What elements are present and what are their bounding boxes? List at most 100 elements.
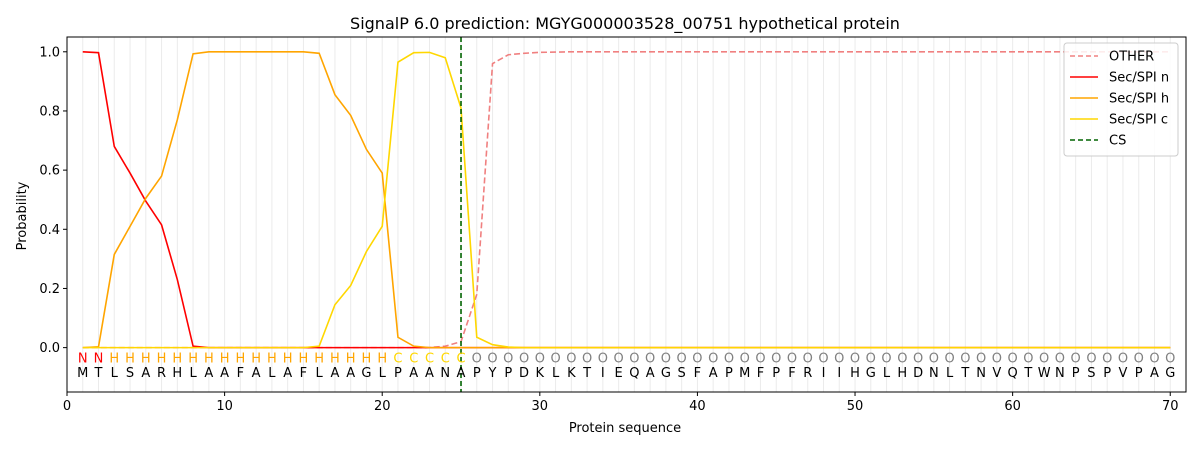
sequence-residue: K xyxy=(536,366,545,381)
y-tick-label: 0.8 xyxy=(39,104,60,119)
sequence-residue: D xyxy=(519,366,529,381)
sequence-residue: F xyxy=(757,366,764,381)
region-label: O xyxy=(944,351,954,366)
region-label: O xyxy=(1071,351,1081,366)
x-tick-label: 0 xyxy=(63,399,71,414)
sequence-residue: W xyxy=(1038,366,1051,381)
region-label: O xyxy=(566,351,576,366)
sequence-residue: A xyxy=(220,366,229,381)
sequence-residue: G xyxy=(866,366,876,381)
region-label: O xyxy=(803,351,813,366)
region-label: H xyxy=(267,351,277,366)
sequence-residue: F xyxy=(788,366,795,381)
region-label: O xyxy=(692,351,702,366)
region-label: H xyxy=(314,351,324,366)
region-label: O xyxy=(661,351,671,366)
region-label: H xyxy=(220,351,230,366)
sequence-residue: P xyxy=(1135,366,1143,381)
sequence-residue: A xyxy=(204,366,213,381)
region-label: H xyxy=(377,351,387,366)
x-tick-label: 70 xyxy=(1162,399,1179,414)
sequence-residue: L xyxy=(111,366,119,381)
region-label: H xyxy=(251,351,261,366)
x-tick-label: 50 xyxy=(847,399,864,414)
sequence-residue: I xyxy=(837,366,841,381)
region-label: O xyxy=(614,351,624,366)
sequence-residue: T xyxy=(582,366,591,381)
region-label: H xyxy=(330,351,340,366)
sequence-residue: S xyxy=(678,366,686,381)
region-label: O xyxy=(629,351,639,366)
sequence-residue: N xyxy=(440,366,450,381)
legend-entry: Sec/SPI h xyxy=(1109,92,1169,107)
sequence-residue: L xyxy=(946,366,954,381)
sequence-residue: D xyxy=(913,366,923,381)
sequence-residue: A xyxy=(141,366,150,381)
sequence-residue: A xyxy=(283,366,292,381)
sequence-residue: L xyxy=(552,366,560,381)
sequence-residue: T xyxy=(960,366,969,381)
region-label: O xyxy=(645,351,655,366)
region-label: O xyxy=(897,351,907,366)
sequence-residue: R xyxy=(157,366,166,381)
region-label: O xyxy=(913,351,923,366)
sequence-residue: L xyxy=(883,366,891,381)
sequence-residue: R xyxy=(803,366,812,381)
region-label: H xyxy=(172,351,182,366)
region-label: O xyxy=(708,351,718,366)
sequence-residue: A xyxy=(646,366,655,381)
x-tick-label: 60 xyxy=(1004,399,1021,414)
region-label: H xyxy=(283,351,293,366)
sequence-residue: M xyxy=(739,366,750,381)
region-label: O xyxy=(1055,351,1065,366)
y-axis-label: Probability xyxy=(15,181,30,250)
region-label: O xyxy=(787,351,797,366)
sequence-residue: S xyxy=(1087,366,1095,381)
region-label: O xyxy=(929,351,939,366)
region-label: O xyxy=(535,351,545,366)
region-label: H xyxy=(188,351,198,366)
sequence-residue: S xyxy=(126,366,134,381)
region-label: H xyxy=(346,351,356,366)
series-line-other xyxy=(82,50,1171,349)
region-label: O xyxy=(1102,351,1112,366)
sequence-residue: H xyxy=(897,366,907,381)
region-label: O xyxy=(740,351,750,366)
region-label: O xyxy=(818,351,828,366)
sequence-residue: A xyxy=(330,366,339,381)
sequence-residue: I xyxy=(601,366,605,381)
region-label: N xyxy=(94,351,104,366)
region-label: C xyxy=(441,351,450,366)
sequence-residue: H xyxy=(850,366,860,381)
sequence-residue: A xyxy=(425,366,434,381)
x-axis-label: Protein sequence xyxy=(569,421,681,436)
sequence-residue: P xyxy=(394,366,402,381)
legend-entry: Sec/SPI c xyxy=(1109,113,1168,128)
sequence-residue: F xyxy=(237,366,244,381)
sequence-residue: L xyxy=(316,366,324,381)
region-label: O xyxy=(960,351,970,366)
region-label: O xyxy=(1134,351,1144,366)
y-tick-label: 0.4 xyxy=(39,223,60,238)
x-tick-label: 20 xyxy=(374,399,391,414)
region-label: O xyxy=(1023,351,1033,366)
sequence-residue: P xyxy=(772,366,780,381)
region-label: O xyxy=(519,351,529,366)
region-label: O xyxy=(881,351,891,366)
chart-title: SignalP 6.0 prediction: MGYG000003528_00… xyxy=(350,14,900,34)
x-tick-label: 40 xyxy=(689,399,706,414)
sequence-residue: N xyxy=(1055,366,1065,381)
sequence-residue: K xyxy=(567,366,576,381)
sequence-residue: F xyxy=(300,366,307,381)
legend-entry: OTHER xyxy=(1109,50,1154,65)
sequence-residue: I xyxy=(822,366,826,381)
sequence-residue: G xyxy=(361,366,371,381)
region-label: O xyxy=(550,351,560,366)
sequence-residue: A xyxy=(1150,366,1159,381)
sequence-residue: P xyxy=(725,366,733,381)
y-tick-label: 0.6 xyxy=(39,164,60,179)
sequence-residue: A xyxy=(346,366,355,381)
region-label: O xyxy=(598,351,608,366)
region-label: H xyxy=(157,351,167,366)
